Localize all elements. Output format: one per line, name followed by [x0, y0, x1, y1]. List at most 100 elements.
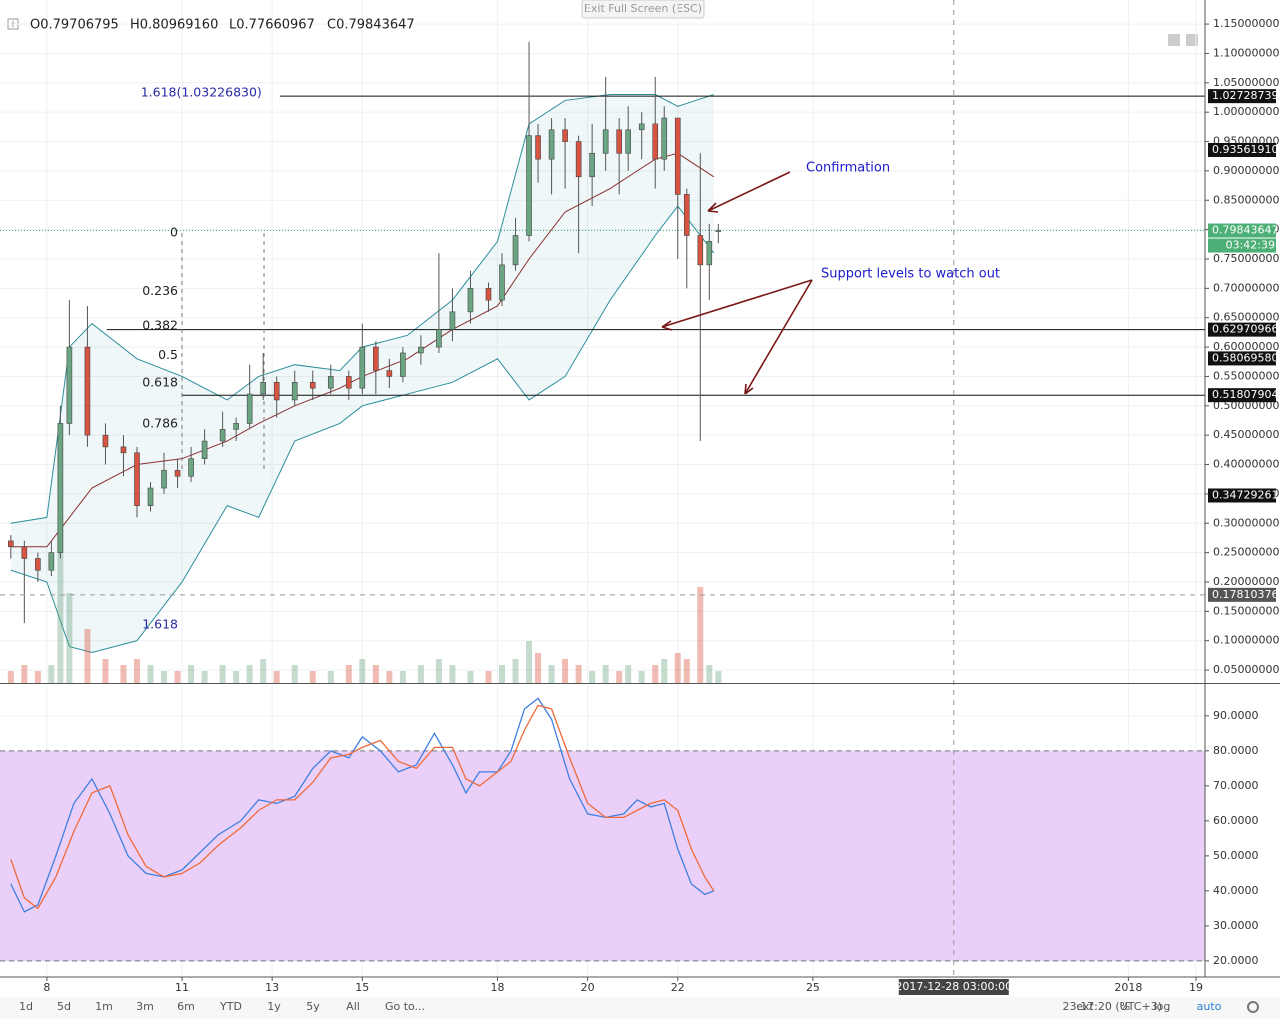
candle-body [161, 470, 167, 489]
range-button[interactable]: 3m [136, 1000, 154, 1013]
candle-body [638, 123, 645, 131]
price-label-box [1208, 351, 1276, 366]
volume-bar [21, 665, 28, 683]
exit-button[interactable] [581, 0, 705, 19]
range-button[interactable]: 5d [57, 1000, 71, 1013]
price-label-box [1208, 322, 1276, 337]
x-tick-label: 19 [1189, 981, 1203, 994]
range-button[interactable]: YTD [219, 1000, 242, 1013]
option-button[interactable]: auto [1197, 1000, 1222, 1013]
y-tick-label: 0.60000000 [1213, 340, 1279, 353]
candle-body [291, 382, 298, 401]
range-button[interactable]: Go to... [385, 1000, 425, 1013]
range-button[interactable]: 1y [267, 1000, 281, 1013]
y-tick-label: 70.0000 [1213, 779, 1259, 792]
last-price-label-box [1208, 223, 1276, 238]
y-tick-label: 0.20000000 [1213, 575, 1279, 588]
candle-body [602, 129, 609, 154]
clock: 23:17:20 (UTC+3) [1062, 1000, 1162, 1013]
range-button[interactable]: All [346, 1000, 360, 1013]
exit-button-label: Exit Full Screen (ESC) [584, 2, 702, 15]
option-button[interactable]: log [1154, 1000, 1171, 1013]
candle-body [616, 129, 622, 154]
range-button[interactable]: 6m [177, 1000, 195, 1013]
y-tick-label: 1.00000000 [1213, 105, 1279, 118]
volume-bar [291, 665, 298, 683]
arrow [661, 279, 813, 331]
candle-body [233, 423, 239, 430]
fib-label: 0.786 [142, 416, 178, 431]
price-label: 0.58069580 [1212, 351, 1278, 364]
candle-body [697, 235, 704, 266]
volume-bar [417, 665, 424, 683]
range-button[interactable]: 5y [306, 1000, 320, 1013]
last-price-label: 0.79843647 [1212, 224, 1278, 237]
y-tick-label: 1.15000000 [1213, 17, 1279, 30]
candle-body [373, 346, 379, 371]
crosshair-x-label: 2017-12-28 03:00:00 [895, 980, 1012, 993]
y-tick-label: 1.10000000 [1213, 46, 1279, 59]
volume-bar [467, 671, 474, 683]
option-button[interactable]: ext [1076, 1000, 1094, 1013]
volume-bar [48, 665, 55, 683]
y-tick-label: 0.85000000 [1213, 193, 1279, 206]
volume-bar [625, 665, 632, 683]
candle-body [661, 117, 668, 160]
candle-body [201, 440, 208, 459]
pane-button[interactable] [1186, 34, 1198, 46]
y-tick-label: 20.0000 [1213, 954, 1259, 967]
candle-body [57, 423, 64, 553]
y-tick-label: 0.45000000 [1213, 428, 1279, 441]
x-tick-label: 13 [265, 981, 279, 994]
volume-bar [174, 671, 181, 683]
crosshair-price-box [1208, 587, 1276, 602]
stoch-band [0, 750, 1205, 961]
candle-body [589, 152, 595, 178]
candle-body [499, 264, 505, 301]
candle-body [485, 288, 492, 301]
price-label: 0.51807904 [1212, 388, 1278, 401]
volume-bar [309, 671, 316, 683]
candle-body [246, 393, 253, 424]
volume-bar [548, 665, 555, 683]
y-tick-label: 40.0000 [1213, 884, 1259, 897]
candle-body [548, 129, 555, 160]
y-tick-label: 50.0000 [1213, 849, 1259, 862]
range-button[interactable]: 1m [95, 1000, 113, 1013]
ohlc-open: O0.79706795 [30, 18, 119, 33]
price-label-box [1208, 142, 1276, 157]
candle-body [21, 546, 28, 559]
y-tick-label: 0.65000000 [1213, 311, 1279, 324]
volume-bar [616, 671, 623, 683]
ohlc-high: H0.80969160 [130, 18, 218, 33]
candle-body [219, 428, 226, 442]
candle-body [327, 376, 334, 389]
volume-bar [345, 665, 352, 683]
volume-bar [706, 665, 713, 683]
arrow [707, 171, 791, 213]
price-label: 0.93561910 [1212, 143, 1278, 156]
volume-bar [449, 665, 456, 683]
x-tick-label: 8 [43, 981, 50, 994]
y-tick-label: 30.0000 [1213, 919, 1259, 932]
volume-bar [715, 671, 722, 683]
candle-body [102, 434, 109, 448]
annotation: Confirmation [806, 161, 890, 176]
pane-button[interactable] [1168, 34, 1180, 46]
candle-body [260, 382, 266, 395]
candle-body [562, 129, 568, 142]
volume-bar [133, 659, 140, 683]
volume-bar [201, 671, 208, 683]
y-tick-label: 0.75000000 [1213, 252, 1279, 265]
range-button[interactable]: 1d [19, 1000, 33, 1013]
volume-bar [359, 659, 366, 683]
candle-body [449, 311, 456, 330]
fib-label: 0 [170, 225, 178, 240]
candle-body [35, 558, 41, 571]
x-tick-label: 22 [671, 981, 685, 994]
countdown: 03:42:39 [1226, 239, 1275, 252]
settings-button[interactable] [1247, 1001, 1259, 1013]
option-button[interactable]: % [1120, 1000, 1130, 1013]
y-tick-label: 0.30000000 [1213, 516, 1279, 529]
